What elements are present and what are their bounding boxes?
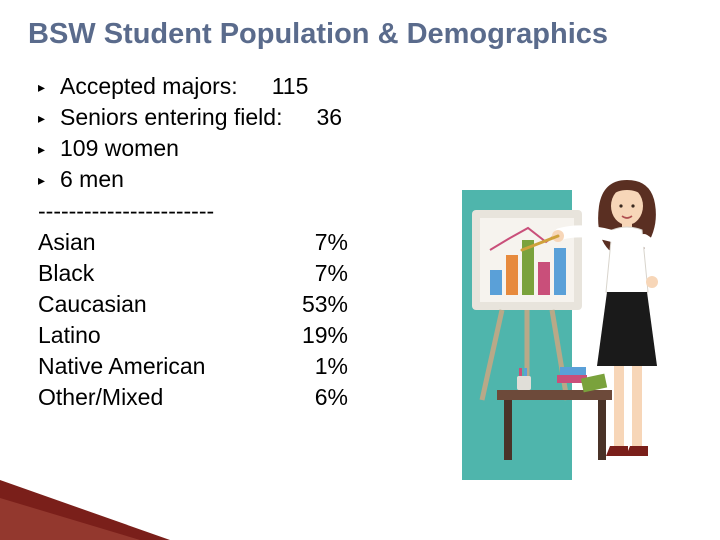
demographic-label: Native American (38, 351, 278, 382)
slide-title: BSW Student Population & Demographics (28, 18, 692, 51)
slide: BSW Student Population & Demographics ▸ … (0, 0, 720, 540)
demographic-value: 6% (278, 382, 348, 413)
bullet-item: ▸ Seniors entering field: 36 (38, 102, 692, 133)
bullet-marker-icon: ▸ (38, 109, 60, 128)
demographic-value: 7% (278, 258, 348, 289)
bullet-item: ▸ Accepted majors: 115 (38, 71, 692, 102)
bullet-marker-icon: ▸ (38, 140, 60, 159)
demographic-value: 19% (278, 320, 348, 351)
demographic-value: 53% (278, 289, 348, 320)
bullet-label: 109 women (60, 133, 179, 164)
demographic-label: Caucasian (38, 289, 278, 320)
demographic-label: Other/Mixed (38, 382, 278, 413)
bullet-label: Seniors entering field: (60, 102, 282, 133)
demographic-value: 7% (278, 227, 348, 258)
corner-accent-icon (0, 470, 170, 540)
bullet-value: 115 (272, 71, 309, 102)
presenter-illustration-icon (462, 150, 692, 480)
demographic-label: Latino (38, 320, 278, 351)
demographic-value: 1% (278, 351, 348, 382)
demographic-label: Asian (38, 227, 278, 258)
demographic-label: Black (38, 258, 278, 289)
bullet-marker-icon: ▸ (38, 171, 60, 190)
bullet-label: 6 men (60, 164, 124, 195)
bullet-value: 36 (316, 102, 342, 133)
bullet-label: Accepted majors: (60, 71, 238, 102)
bullet-marker-icon: ▸ (38, 78, 60, 97)
